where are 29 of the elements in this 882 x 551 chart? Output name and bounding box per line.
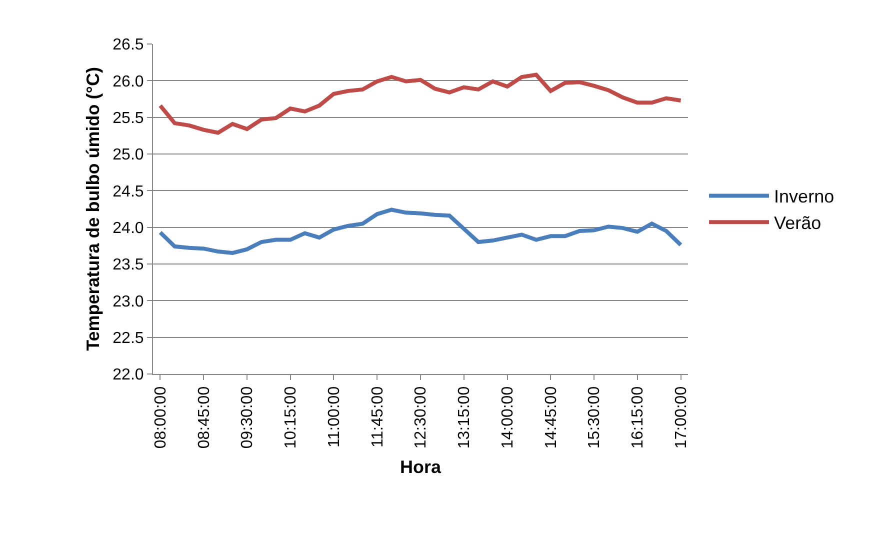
x-tick-label: 08:45:00: [196, 386, 213, 449]
x-tick-label: 17:00:00: [672, 386, 690, 449]
y-tick-label: 23.0: [112, 293, 144, 310]
y-tick-label: 22.5: [112, 330, 144, 347]
x-tick-label: 08:00:00: [152, 386, 170, 449]
x-tick-label: 16:15:00: [630, 386, 647, 449]
x-tick-label: 11:00:00: [326, 386, 343, 448]
y-tick-label: 24.5: [112, 183, 144, 200]
x-tick-label: 12:30:00: [412, 386, 430, 449]
y-tick-label: 25.0: [112, 146, 144, 164]
x-tick-label: 11:45:00: [369, 386, 386, 448]
y-tick-label: 22.0: [112, 366, 144, 384]
x-tick-label: 15:30:00: [586, 386, 604, 449]
x-tick-label: 10:15:00: [282, 386, 300, 449]
x-axis-title: Hora: [400, 456, 442, 477]
y-tick-label: 25.5: [112, 110, 144, 127]
y-tick-label: 26.5: [112, 36, 144, 54]
legend-label: Verão: [774, 213, 822, 234]
x-tick-label: 13:15:00: [456, 386, 474, 449]
y-axis-title: Temperatura de bulbo úmido (°C): [82, 67, 103, 351]
line-series: [158, 208, 683, 255]
x-tick-label: 14:45:00: [542, 386, 560, 449]
x-tick-label: 09:30:00: [239, 386, 256, 449]
line-series: [158, 72, 683, 135]
x-tick-label: 14:00:00: [499, 386, 516, 449]
y-tick-label: 24.0: [112, 220, 144, 237]
y-tick-label: 26.0: [112, 73, 144, 90]
y-tick-label: 23.5: [112, 256, 144, 274]
legend-label: Inverno: [774, 186, 834, 207]
